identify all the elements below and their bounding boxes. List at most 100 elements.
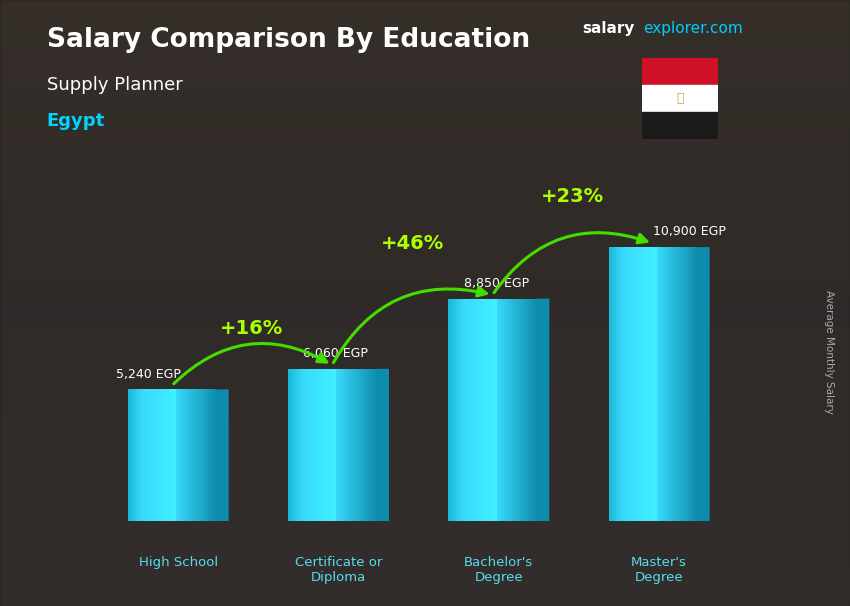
- Bar: [473, 299, 475, 521]
- Bar: [622, 247, 624, 521]
- Bar: [637, 247, 638, 521]
- Bar: [643, 247, 644, 521]
- Bar: [456, 299, 457, 521]
- Text: Certificate or
Diploma: Certificate or Diploma: [295, 556, 382, 584]
- Bar: [672, 247, 674, 521]
- Text: salary: salary: [582, 21, 635, 36]
- Bar: [202, 390, 205, 521]
- Bar: [306, 369, 308, 521]
- Bar: [502, 299, 505, 521]
- Bar: [310, 369, 312, 521]
- Bar: [480, 299, 483, 521]
- Text: +23%: +23%: [541, 187, 604, 207]
- Bar: [319, 369, 320, 521]
- Bar: [510, 299, 512, 521]
- Bar: [288, 369, 290, 521]
- Bar: [363, 369, 365, 521]
- Bar: [673, 247, 675, 521]
- Bar: [484, 299, 485, 521]
- Bar: [343, 369, 344, 521]
- Bar: [188, 390, 190, 521]
- Bar: [214, 390, 216, 521]
- Bar: [153, 390, 155, 521]
- Bar: [309, 369, 310, 521]
- Bar: [649, 247, 650, 521]
- Bar: [186, 390, 189, 521]
- Bar: [212, 390, 213, 521]
- Bar: [156, 390, 157, 521]
- Bar: [196, 390, 197, 521]
- Bar: [316, 369, 318, 521]
- Bar: [530, 299, 531, 521]
- Bar: [290, 369, 292, 521]
- Bar: [190, 390, 191, 521]
- Bar: [320, 369, 322, 521]
- Bar: [512, 299, 513, 521]
- Bar: [667, 247, 670, 521]
- Bar: [687, 247, 689, 521]
- Bar: [535, 299, 537, 521]
- Bar: [691, 247, 693, 521]
- Bar: [669, 247, 671, 521]
- Bar: [491, 299, 493, 521]
- Bar: [659, 247, 660, 521]
- Bar: [639, 247, 642, 521]
- Bar: [644, 247, 646, 521]
- Bar: [453, 299, 455, 521]
- Bar: [314, 369, 316, 521]
- Bar: [463, 299, 465, 521]
- Bar: [677, 247, 680, 521]
- Bar: [338, 369, 340, 521]
- Bar: [172, 390, 173, 521]
- Bar: [198, 390, 200, 521]
- Bar: [663, 247, 665, 521]
- Bar: [169, 390, 171, 521]
- Bar: [204, 390, 206, 521]
- Bar: [332, 369, 334, 521]
- Text: 10,900 EGP: 10,900 EGP: [653, 225, 726, 238]
- Bar: [683, 247, 686, 521]
- Bar: [457, 299, 459, 521]
- Bar: [135, 390, 137, 521]
- Bar: [210, 390, 212, 521]
- Bar: [148, 390, 150, 521]
- Bar: [331, 369, 332, 521]
- Bar: [206, 390, 207, 521]
- Bar: [322, 369, 324, 521]
- Text: +46%: +46%: [381, 234, 444, 253]
- Bar: [367, 369, 369, 521]
- Bar: [655, 247, 658, 521]
- Polygon shape: [216, 390, 229, 521]
- Bar: [297, 369, 298, 521]
- Bar: [615, 247, 616, 521]
- Bar: [182, 390, 184, 521]
- Bar: [366, 369, 368, 521]
- Bar: [625, 247, 626, 521]
- Bar: [369, 369, 371, 521]
- Bar: [514, 299, 517, 521]
- Text: Master's
Degree: Master's Degree: [632, 556, 687, 584]
- Bar: [325, 369, 326, 521]
- Bar: [645, 247, 648, 521]
- Bar: [685, 247, 687, 521]
- Bar: [129, 390, 131, 521]
- Bar: [185, 390, 187, 521]
- Bar: [516, 299, 518, 521]
- Bar: [128, 390, 129, 521]
- Bar: [151, 390, 153, 521]
- Bar: [642, 112, 718, 139]
- Bar: [632, 247, 634, 521]
- Bar: [450, 299, 451, 521]
- Bar: [490, 299, 491, 521]
- Bar: [201, 390, 203, 521]
- Bar: [133, 390, 135, 521]
- Bar: [488, 299, 490, 521]
- Bar: [617, 247, 620, 521]
- Bar: [679, 247, 681, 521]
- Bar: [139, 390, 141, 521]
- Text: 𓅃: 𓅃: [677, 92, 683, 105]
- Bar: [462, 299, 463, 521]
- Bar: [344, 369, 346, 521]
- Polygon shape: [697, 247, 710, 521]
- Bar: [375, 369, 377, 521]
